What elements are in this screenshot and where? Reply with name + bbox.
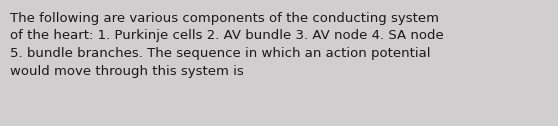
Text: The following are various components of the conducting system
of the heart: 1. P: The following are various components of … <box>10 12 444 77</box>
